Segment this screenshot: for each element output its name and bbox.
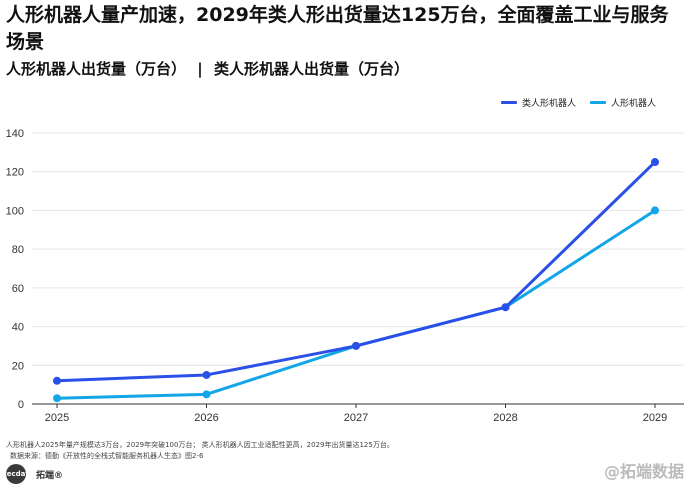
brand-name: 拓端® — [36, 470, 64, 481]
brand-logo: tecdat — [3, 464, 29, 484]
y-tick-label: 40 — [12, 322, 24, 334]
data-point — [501, 303, 510, 312]
x-tick-label: 2028 — [493, 412, 517, 424]
legend-item-series-1: 类人形机器人 — [500, 96, 576, 109]
y-tick-label: 20 — [12, 360, 24, 372]
watermark: @拓端数据 — [604, 458, 684, 482]
footnote: 人形机器人2025年量产规模达3万台，2029年突破100万台； 类人形机器人因… — [6, 441, 394, 449]
y-tick-label: 120 — [6, 167, 24, 179]
subtitle-separator: | — [197, 60, 203, 78]
series-line-2 — [56, 209, 656, 400]
legend-swatch — [500, 101, 517, 104]
line-chart: 0 20 40 60 80 100 120 140 2025 2026 2027 2028 2029 — [6, 128, 684, 424]
y-tick-label: 140 — [6, 128, 24, 140]
data-point — [352, 341, 360, 350]
data-point — [202, 390, 211, 399]
brand: tecdat 拓端® — [3, 464, 64, 484]
legend-item-series-2: 人形机器人 — [589, 96, 656, 109]
y-tick-label: 0 — [18, 399, 24, 411]
legend-label: 类人形机器人 — [521, 99, 576, 109]
x-tick-label: 2026 — [194, 412, 218, 424]
legend-swatch — [589, 101, 606, 104]
legend-label: 人形机器人 — [610, 99, 656, 109]
data-point — [53, 376, 61, 385]
y-tick-label: 60 — [12, 283, 24, 295]
chart-title: 人形机器人量产加速，2029年类人形出货量达125万台，全面覆盖工业与服务场景 — [6, 4, 669, 53]
subtitle-left: 人形机器人出货量（万台） — [6, 60, 187, 78]
subtitle-right: 类人形机器人出货量（万台） — [213, 60, 409, 78]
x-tick-label: 2029 — [643, 412, 667, 424]
y-tick-label: 100 — [6, 205, 24, 217]
x-tick-label: 2025 — [45, 412, 69, 424]
chart-subtitle: 人形机器人出货量（万台） | 类人形机器人出货量（万台） — [6, 58, 415, 79]
data-point — [202, 370, 211, 379]
data-point — [651, 206, 659, 215]
data-point — [53, 394, 61, 403]
data-point — [651, 158, 659, 167]
x-tick-label: 2027 — [344, 412, 368, 424]
watermark-text: @拓端数据 — [603, 462, 684, 481]
chart-legend: 类人形机器人 人形机器人 — [500, 96, 656, 109]
data-source: 数据来源：德勤《开放性的全栈式智能服务机器人生态》图2-6 — [10, 452, 204, 460]
y-tick-label: 80 — [12, 244, 24, 256]
